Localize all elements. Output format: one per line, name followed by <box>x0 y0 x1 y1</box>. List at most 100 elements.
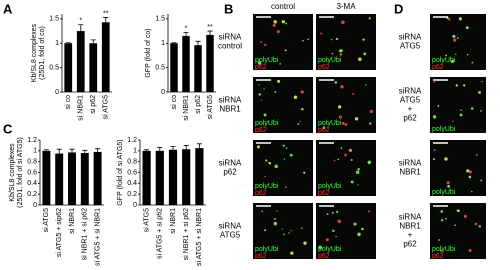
x-tick-label: si ATG5 <box>143 208 150 232</box>
y-axis-label: Kb/SL8 complexes <box>31 23 38 82</box>
row-label: NBR1 <box>399 168 421 177</box>
bar <box>76 31 85 92</box>
y-tick-label: 0.6 <box>27 169 37 176</box>
bar <box>42 150 51 205</box>
y-tick-label: 1 <box>133 148 137 155</box>
puncta <box>445 54 447 57</box>
puncta <box>285 147 288 149</box>
row-label: ATG5 <box>400 42 421 51</box>
x-tick-label: si p62 <box>195 95 202 114</box>
row-label: p62 <box>403 114 417 123</box>
y-axis-label: (25D1, fold of co) <box>39 26 46 80</box>
puncta <box>458 17 462 21</box>
row-label: + <box>408 231 413 240</box>
puncta <box>471 61 474 64</box>
puncta <box>293 95 298 99</box>
puncta <box>361 227 364 231</box>
y-axis-label: Kb/SL8 complexes <box>9 143 16 202</box>
puncta <box>456 209 458 211</box>
puncta <box>274 91 277 94</box>
error-bar <box>56 148 62 154</box>
puncta <box>338 115 342 119</box>
row-label: siRNA <box>219 96 242 105</box>
error-bar <box>69 148 75 153</box>
puncta <box>282 144 285 147</box>
error-bar <box>95 148 101 152</box>
puncta <box>337 105 342 109</box>
micrograph <box>253 140 313 196</box>
x-tick-label: si ATG5 <box>103 95 110 119</box>
row-label: NBR1 <box>219 105 241 114</box>
micrograph <box>316 14 376 70</box>
error-bar <box>78 24 84 32</box>
puncta <box>337 219 342 224</box>
row-label: siRNA <box>219 33 242 42</box>
puncta <box>466 54 469 56</box>
puncta <box>265 159 268 162</box>
puncta <box>257 61 262 65</box>
bar <box>64 43 73 92</box>
x-tick-label: si NBR1 + si p62 <box>183 208 190 260</box>
error-bar <box>157 147 163 151</box>
puncta <box>352 92 355 95</box>
channel-label: p62 <box>432 253 444 260</box>
puncta <box>478 225 481 228</box>
significance: * <box>79 18 82 25</box>
y-tick-label: 0 <box>161 89 165 96</box>
puncta <box>260 41 262 43</box>
puncta <box>445 217 447 220</box>
y-axis-label: GFP (fold of si ATG5) <box>117 139 124 205</box>
micrograph <box>430 140 486 196</box>
puncta <box>348 148 351 152</box>
puncta <box>452 120 454 123</box>
puncta <box>478 91 482 94</box>
x-tick-label: si NBR1 <box>170 208 177 234</box>
channel-label: polyUbi <box>255 246 279 253</box>
x-tick-label: si NBR1 <box>183 95 190 121</box>
y-tick-label: 0 <box>133 202 137 209</box>
y-tick-label: 1 <box>161 40 165 47</box>
puncta <box>456 37 459 40</box>
error-bar <box>196 143 202 149</box>
row-label: control <box>218 42 242 51</box>
puncta <box>303 171 306 174</box>
error-bar <box>207 30 213 35</box>
puncta <box>283 233 285 236</box>
bar <box>168 149 178 205</box>
puncta <box>335 235 337 238</box>
puncta <box>447 184 450 188</box>
channel-label: polyUbi <box>318 57 342 64</box>
channel-label: polyUbi <box>432 126 456 133</box>
puncta <box>264 43 267 47</box>
puncta <box>455 53 457 56</box>
puncta <box>340 85 344 89</box>
column-label: control <box>271 2 295 11</box>
significance: * <box>185 25 188 32</box>
y-tick-label: 1.5 <box>49 16 59 23</box>
x-tick-label: si NBR1 + si p62 <box>82 208 89 260</box>
puncta <box>438 239 440 241</box>
error-bar <box>90 39 96 44</box>
bar <box>142 150 151 205</box>
puncta <box>474 222 478 226</box>
micrograph <box>316 140 376 196</box>
error-bar <box>183 32 189 36</box>
micrograph <box>316 203 376 259</box>
puncta <box>337 158 340 161</box>
y-tick-label: 0.5 <box>155 64 165 71</box>
puncta <box>331 211 334 214</box>
puncta <box>258 93 261 96</box>
error-bar <box>82 149 88 153</box>
significance: ** <box>207 24 213 31</box>
channel-label: polyUbi <box>432 246 456 253</box>
row-label: ATG5 <box>220 231 241 240</box>
puncta <box>276 210 278 212</box>
x-tick-label: si ATG5 + si NBR1 <box>94 208 101 266</box>
puncta <box>340 147 343 149</box>
puncta <box>466 169 470 173</box>
channel-label: p62 <box>255 253 267 260</box>
y-axis-label: GFP (fold of co) <box>145 28 152 77</box>
puncta <box>273 221 278 226</box>
puncta <box>290 251 294 255</box>
